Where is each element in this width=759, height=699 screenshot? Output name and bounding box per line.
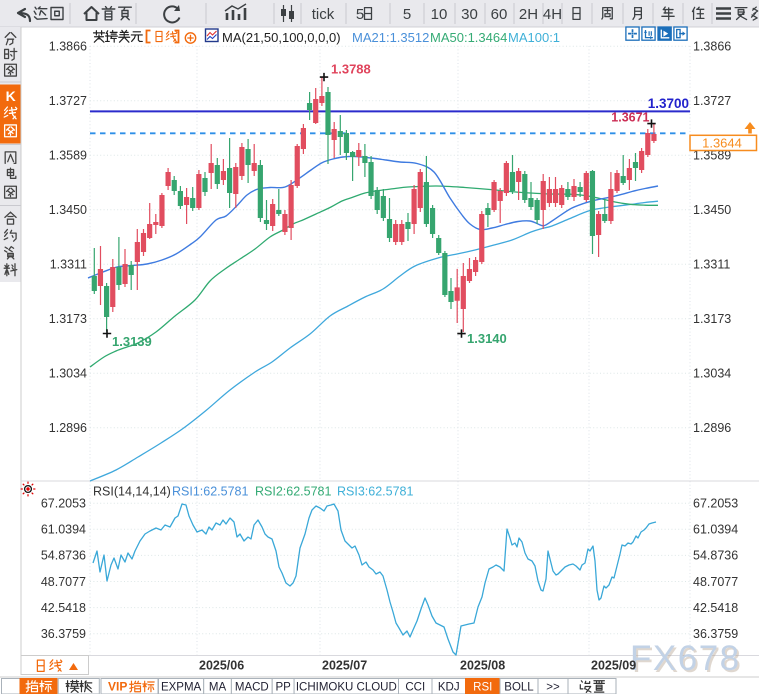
svg-text:61.0394: 61.0394: [693, 523, 738, 537]
svg-text:1.3644: 1.3644: [702, 135, 742, 150]
svg-text:2H: 2H: [519, 6, 538, 23]
svg-text:67.2053: 67.2053: [41, 497, 86, 511]
svg-text:1.3866: 1.3866: [693, 40, 731, 54]
svg-text:2025/09: 2025/09: [591, 659, 636, 673]
svg-text:4H: 4H: [543, 6, 562, 23]
svg-text:1.3139: 1.3139: [112, 334, 152, 349]
svg-text:10: 10: [431, 6, 448, 23]
svg-text:ICHIMOKU CLOUD: ICHIMOKU CLOUD: [296, 682, 397, 694]
svg-text:MACD: MACD: [235, 682, 269, 694]
svg-text:5: 5: [356, 6, 364, 23]
svg-text:1.3788: 1.3788: [331, 62, 371, 77]
svg-text:RSI: RSI: [473, 682, 492, 694]
svg-text:2025/06: 2025/06: [199, 659, 244, 673]
svg-text:1.3311: 1.3311: [50, 258, 87, 272]
svg-text:VIP: VIP: [108, 680, 127, 694]
svg-text:MA(21,50,100,0,0,0): MA(21,50,100,0,0,0): [222, 30, 341, 45]
svg-text:CCI: CCI: [405, 682, 425, 694]
svg-text:67.2053: 67.2053: [693, 497, 738, 511]
svg-text:30: 30: [461, 6, 478, 23]
svg-text:RSI2:62.5781: RSI2:62.5781: [255, 485, 331, 499]
svg-text:42.5418: 42.5418: [693, 601, 738, 615]
svg-text:FX678: FX678: [630, 639, 741, 678]
svg-text:1.3700: 1.3700: [648, 96, 689, 111]
svg-text:1.3450: 1.3450: [693, 203, 731, 217]
svg-text:MA50:1.3464: MA50:1.3464: [430, 30, 507, 45]
svg-text:K: K: [6, 88, 16, 104]
svg-text:1.3866: 1.3866: [49, 40, 87, 54]
svg-text:42.5418: 42.5418: [41, 601, 86, 615]
svg-text:KDJ: KDJ: [438, 682, 460, 694]
svg-text:5: 5: [403, 6, 411, 23]
svg-text:54.8736: 54.8736: [41, 549, 86, 563]
svg-text:1.3034: 1.3034: [693, 367, 731, 381]
svg-text:1.3727: 1.3727: [49, 94, 87, 108]
svg-text:48.7077: 48.7077: [693, 575, 738, 589]
svg-text:60: 60: [491, 6, 508, 23]
svg-text:1.3671: 1.3671: [611, 111, 649, 125]
svg-text:1.3311: 1.3311: [693, 258, 730, 272]
svg-text:1.2896: 1.2896: [693, 421, 731, 435]
svg-text:1.3140: 1.3140: [467, 331, 507, 346]
svg-text:36.3759: 36.3759: [693, 627, 738, 641]
svg-text:RSI3:62.5781: RSI3:62.5781: [337, 485, 413, 499]
svg-text:48.7077: 48.7077: [41, 575, 86, 589]
svg-text:MA: MA: [209, 682, 227, 694]
svg-text:1.3589: 1.3589: [49, 149, 87, 163]
svg-text:RSI1:62.5781: RSI1:62.5781: [172, 485, 248, 499]
svg-text:1.3450: 1.3450: [49, 203, 87, 217]
svg-text:1.3173: 1.3173: [49, 312, 87, 326]
svg-text:2025/07: 2025/07: [322, 659, 367, 673]
svg-text:PP: PP: [275, 682, 291, 694]
svg-text:1.3589: 1.3589: [693, 149, 731, 163]
svg-text:FX678: FX678: [632, 641, 743, 680]
svg-text:RSI(14,14,14): RSI(14,14,14): [93, 485, 171, 499]
svg-text:>>: >>: [546, 682, 560, 694]
svg-text:1.3173: 1.3173: [693, 312, 731, 326]
svg-text:MA100:1: MA100:1: [508, 30, 560, 45]
svg-text:EXPMA: EXPMA: [161, 682, 202, 694]
svg-text:MA21:1.3512: MA21:1.3512: [352, 30, 429, 45]
svg-text:54.8736: 54.8736: [693, 549, 738, 563]
svg-text:61.0394: 61.0394: [41, 523, 86, 537]
svg-text:1.3034: 1.3034: [49, 367, 87, 381]
svg-text:2025/08: 2025/08: [460, 659, 505, 673]
svg-text:36.3759: 36.3759: [41, 627, 86, 641]
svg-text:BOLL: BOLL: [504, 682, 534, 694]
svg-text:1.3727: 1.3727: [693, 94, 731, 108]
svg-text:1.2896: 1.2896: [49, 421, 87, 435]
svg-text:tick: tick: [312, 6, 335, 23]
